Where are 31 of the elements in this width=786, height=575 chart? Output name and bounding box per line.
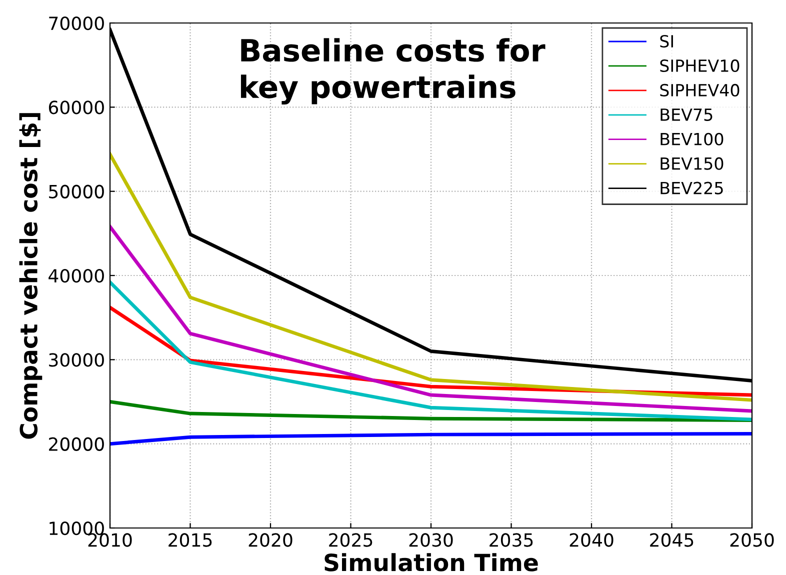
line-series [110,152,752,402]
y-tick-label: 10000 [50,521,104,536]
y-tick-label: 20000 [49,437,104,451]
x-tick-label: 2050 [730,533,774,547]
line-series [110,280,752,422]
line-series [110,432,752,446]
line-series [110,224,752,413]
y-tick-label: 60000 [48,100,104,114]
x-tick-label: 2010 [88,533,132,547]
y-tick-label: 30000 [49,353,104,367]
y-tick-label: 50000 [49,184,104,198]
x-tick-label: 2025 [329,533,372,547]
x-tick-label: 2035 [490,533,533,547]
legend-label: BEV225 [660,182,723,194]
y-axis-title: Compact vehicle cost [$] [19,113,42,439]
x-tick-label: 2015 [168,533,212,547]
x-tick-label: 2040 [570,533,614,547]
x-tick-label: 2020 [248,533,292,547]
x-tick-label: 2030 [409,533,453,547]
legend-label: BEV75 [660,108,712,121]
legend-label: SIPHEV40 [660,84,740,96]
legend-label: SI [660,34,673,48]
line-series [110,400,752,422]
y-tick-label: 40000 [48,268,104,283]
legend-label: SIPHEV10 [660,59,740,72]
legend-label: BEV100 [660,132,724,146]
text: Baseline costs for key powertrains [240,38,546,104]
legend-label: BEV150 [660,157,724,170]
x-axis-title: Simulation Time [324,553,538,572]
x-tick-label: 2045 [650,533,694,547]
y-tick-label: 70000 [49,16,104,30]
